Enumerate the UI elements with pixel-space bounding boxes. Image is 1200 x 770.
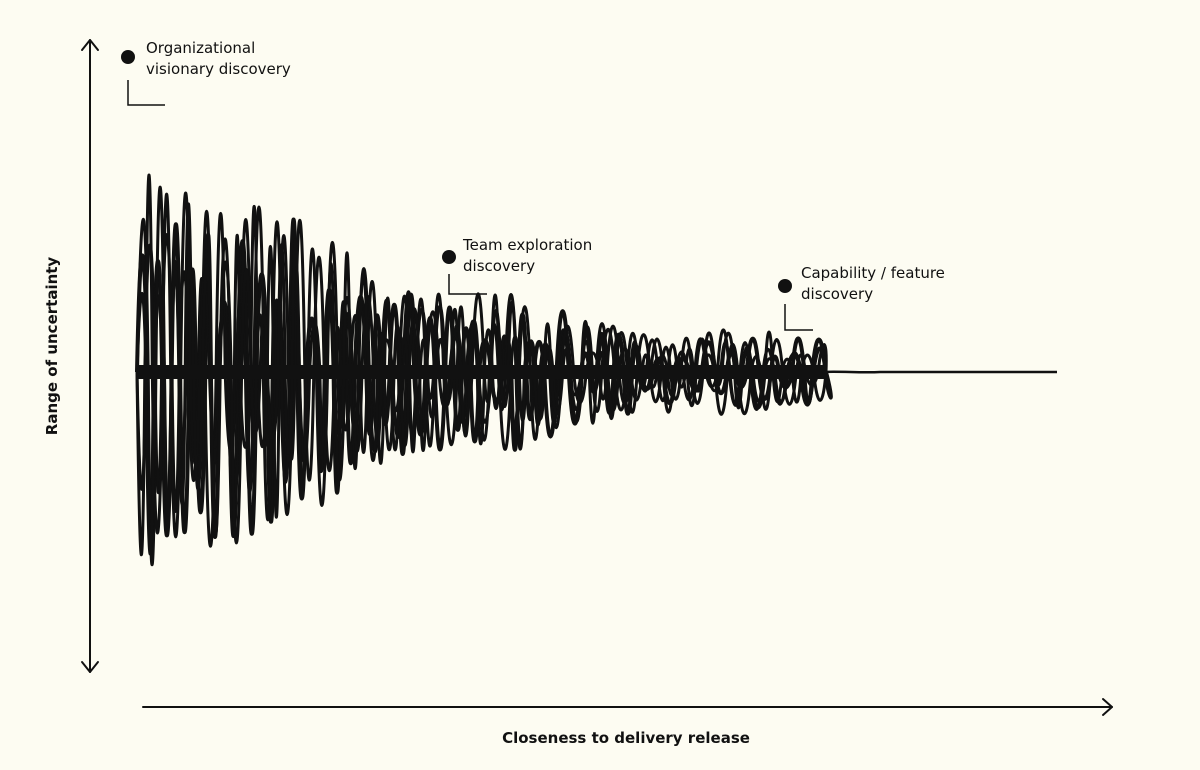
annotation-marker-team	[442, 250, 487, 295]
marker-leader-line	[448, 274, 487, 295]
annotation-team: Team exploration discovery	[463, 236, 593, 275]
y-axis-arrow-bottom-icon	[81, 661, 99, 673]
marker-leader-line	[784, 304, 813, 331]
marker-dot-icon	[121, 50, 135, 64]
marker-dot-icon	[778, 279, 792, 293]
y-axis-label: Range of uncertainty	[43, 256, 61, 436]
uncertainty-waveform	[135, 173, 1057, 566]
waveform-flat-tail	[821, 370, 1057, 374]
y-axis	[81, 39, 99, 673]
x-axis-label: Closeness to delivery release	[502, 729, 750, 747]
x-axis	[142, 698, 1113, 716]
annotation-marker-capability	[778, 279, 813, 331]
marker-leader-line	[127, 80, 165, 106]
annotation-organizational: Organizational visionary discovery	[146, 39, 291, 78]
waveform-stroke	[135, 238, 828, 556]
annotation-marker-organizational	[121, 50, 165, 106]
marker-dot-icon	[442, 250, 456, 264]
x-axis-arrow-icon	[1102, 698, 1113, 716]
y-axis-arrow-top-icon	[81, 39, 99, 51]
annotation-capability: Capability / feature discovery	[801, 264, 945, 303]
